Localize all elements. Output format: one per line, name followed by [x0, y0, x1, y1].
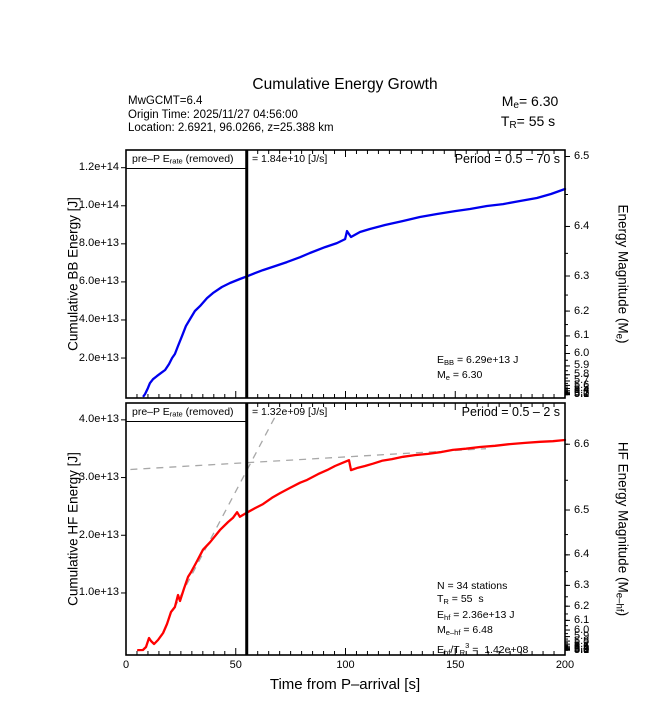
y2-tick-label: 6.0 — [574, 346, 590, 359]
annotation-line: Me = 6.30 — [437, 369, 483, 383]
y2-tick-label: 5.5 — [574, 641, 590, 654]
x-tick-label: 50 — [229, 659, 242, 671]
hf-panel-border — [125, 402, 566, 656]
y2-tick-label: 5.3 — [574, 642, 590, 655]
y2-tick-label: 5.6 — [574, 639, 590, 652]
y2-tick-label: 5.0 — [574, 388, 590, 401]
y2-tick-label: 6.5 — [574, 149, 590, 162]
y2-tick-label: 6.1 — [574, 329, 590, 342]
y-tick-label: 8.0e+13 — [78, 237, 119, 250]
x-tick-label: 0 — [122, 659, 130, 671]
annotation-line: EBB = 6.29e+13 J — [437, 354, 519, 368]
annotation-line: Ehf/TR3 = 1.42e+08 — [437, 641, 529, 658]
y-tick-label: 1.0e+13 — [78, 586, 119, 599]
y2-tick-label: 5.4 — [574, 384, 590, 397]
bb-y2-axis-title: Energy Magnitude (Me) — [613, 204, 631, 344]
y2-tick-label: 5.1 — [574, 643, 590, 656]
bb-period-label: Period = 0.5 – 70 s — [454, 152, 560, 166]
chart-title: Cumulative Energy Growth — [252, 76, 438, 93]
y2-tick-label: 6.1 — [574, 613, 590, 626]
y2-tick-label: 6.3 — [574, 269, 590, 282]
y2-tick-label: 5.8 — [574, 368, 590, 381]
y2-tick-label: 6.5 — [574, 503, 590, 516]
y-tick-label: 1.0e+14 — [78, 199, 119, 212]
bb-result-annotations: EBB = 6.29e+13 J Me = 6.30 — [437, 354, 518, 385]
y2-tick-label: 5.7 — [574, 637, 590, 650]
y2-tick-label: 5.6 — [574, 378, 590, 391]
annotation-line: N = 34 stations — [437, 580, 508, 592]
bb-panel-border — [125, 149, 566, 399]
annotation-line: Ehf = 2.36e+13 J — [437, 608, 515, 622]
event-location-line: Location: 2.6921, 96.0266, z=25.388 km — [128, 122, 334, 134]
header-tr-value: TR= 55 s — [500, 113, 556, 131]
x-tick-label: 150 — [446, 659, 465, 671]
y2-tick-label: 5.5 — [574, 382, 590, 395]
y-tick-label: 4.0e+13 — [78, 313, 119, 326]
y2-tick-label: 6.0 — [574, 623, 590, 636]
y2-tick-label: 6.4 — [574, 548, 590, 561]
x-tick-label: 200 — [555, 659, 575, 671]
hf-prep-rate-value: = 1.32e+09 [J/s] — [252, 406, 328, 418]
hf-result-annotations: N = 34 stations TR = 55 s Ehf = 2.36e+13 J… — [437, 580, 528, 659]
x-axis-title: Time from P–arrival [s] — [269, 676, 421, 693]
cumulative-hf-energy-curve — [136, 438, 567, 652]
header-me-value: Me= 6.30 — [501, 93, 559, 111]
y2-tick-label: 5.8 — [574, 634, 590, 647]
y2-tick-label: 5.3 — [574, 385, 590, 398]
y2-tick-label: 6.3 — [574, 578, 590, 591]
x-tick-label: 100 — [336, 659, 355, 671]
bb-y-axis-title: Cumulative BB Energy [J] — [65, 197, 81, 351]
y2-tick-label: 5.1 — [574, 387, 590, 400]
y2-tick-label: 5.9 — [574, 359, 590, 372]
hf-y2-axis-title: HF Energy Magnitude (Me–hf) — [613, 441, 631, 617]
annotation-line: TR = 55 s — [437, 593, 484, 607]
steep-rate-fit-dashed-line — [173, 416, 276, 609]
cumulative-bb-energy-curve — [142, 187, 567, 398]
y2-tick-label: 5.4 — [574, 642, 590, 655]
plateau-rate-fit-dashed-line — [130, 448, 487, 471]
bb-prep-rate-value: = 1.84e+10 [J/s] — [252, 153, 328, 165]
hf-prep-rate-label: pre–P Erate (removed) — [132, 406, 234, 419]
y-tick-label: 2.0e+13 — [78, 351, 119, 364]
y2-tick-label: 5.7 — [574, 374, 590, 387]
hf-period-label: Period = 0.5 – 2 s — [461, 405, 560, 419]
event-origin-line: Origin Time: 2025/11/27 04:56:00 — [128, 109, 298, 121]
y2-tick-label: 6.6 — [574, 437, 590, 450]
annotation-line: Me–hf = 6.48 — [437, 623, 493, 637]
y2-tick-label: 6.4 — [574, 219, 590, 232]
y-tick-label: 2.0e+13 — [78, 528, 119, 541]
y-tick-label: 3.0e+13 — [78, 471, 119, 484]
y2-tick-label: 6.2 — [574, 599, 590, 612]
y2-tick-label: 5.2 — [574, 386, 590, 399]
y-tick-label: 6.0e+13 — [78, 275, 119, 288]
y-tick-label: 4.0e+13 — [78, 413, 119, 426]
y-tick-label: 1.2e+14 — [78, 161, 119, 174]
y2-tick-label: 5.0 — [574, 643, 590, 656]
y2-tick-label: 5.2 — [574, 643, 590, 656]
y2-tick-label: 6.2 — [574, 304, 590, 317]
y2-tick-label: 5.9 — [574, 630, 590, 643]
bb-prep-rate-label: pre–P Erate (removed) — [132, 153, 234, 166]
event-mw-line: MwGCMT=6.4 — [128, 95, 203, 107]
